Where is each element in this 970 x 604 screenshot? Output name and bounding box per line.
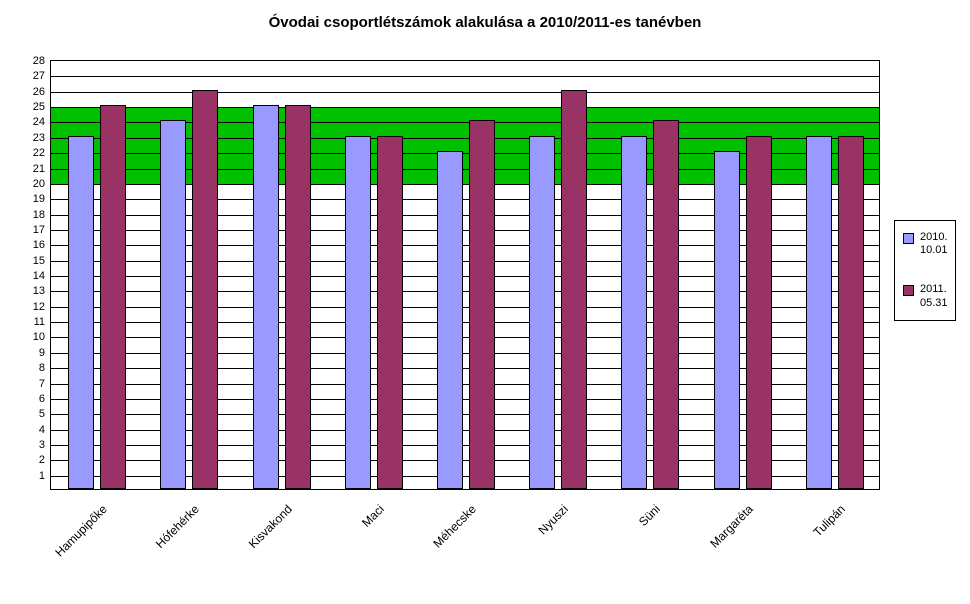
y-tick-label: 15	[33, 255, 45, 267]
y-tick-label: 11	[34, 316, 45, 328]
bar	[838, 136, 864, 489]
legend-label: 2010.10.01	[920, 231, 948, 257]
bar	[437, 151, 463, 489]
y-tick-label: 22	[33, 147, 45, 159]
y-tick-label: 1	[39, 470, 45, 482]
y-tick-label: 4	[39, 424, 45, 436]
x-tick-label: Kisvakond	[245, 502, 294, 551]
legend-swatch	[903, 285, 914, 296]
y-tick-label: 13	[33, 285, 45, 297]
y-tick-label: 27	[33, 70, 45, 82]
legend-label: 2011.05.31	[920, 283, 948, 309]
y-tick-label: 20	[33, 178, 45, 190]
bar	[285, 105, 311, 489]
bar	[714, 151, 740, 489]
bar	[529, 136, 555, 489]
bar	[192, 90, 218, 489]
bar	[345, 136, 371, 489]
y-tick-label: 7	[39, 378, 45, 390]
y-tick-label: 14	[33, 270, 45, 282]
bar	[253, 105, 279, 489]
y-tick-label: 16	[33, 239, 45, 251]
chart-title: Óvodai csoportlétszámok alakulása a 2010…	[0, 14, 970, 31]
y-tick-label: 24	[33, 116, 45, 128]
y-tick-label: 23	[33, 132, 45, 144]
y-tick-label: 2	[39, 454, 45, 466]
x-tick-label: Nyuszi	[536, 502, 571, 537]
bar	[377, 136, 403, 489]
legend-item: 2010.10.01	[903, 231, 947, 257]
bar	[806, 136, 832, 489]
bar	[469, 120, 495, 489]
x-tick-label: Tulipán	[810, 502, 847, 539]
y-tick-label: 3	[39, 439, 45, 451]
bars-layer	[51, 61, 879, 489]
plot-area: 1234567891011121314151617181920212223242…	[50, 60, 880, 490]
y-tick-label: 21	[33, 163, 45, 175]
y-tick-label: 18	[33, 209, 45, 221]
x-tick-label: Hamupipőke	[52, 502, 110, 560]
x-tick-label: Süni	[636, 502, 663, 529]
y-tick-label: 10	[33, 331, 45, 343]
legend-swatch	[903, 233, 914, 244]
x-tick-label: Hófehérke	[153, 502, 202, 551]
bar	[68, 136, 94, 489]
y-tick-label: 26	[33, 86, 45, 98]
y-tick-label: 8	[39, 362, 45, 374]
legend-item: 2011.05.31	[903, 283, 947, 309]
bar	[746, 136, 772, 489]
y-tick-label: 17	[33, 224, 45, 236]
y-tick-label: 9	[39, 347, 45, 359]
y-tick-label: 25	[33, 101, 45, 113]
x-tick-label: Méhecske	[430, 502, 479, 551]
y-tick-label: 19	[33, 193, 45, 205]
y-tick-label: 5	[39, 408, 45, 420]
y-tick-label: 6	[39, 393, 45, 405]
y-tick-label: 28	[33, 55, 45, 67]
bar	[561, 90, 587, 489]
x-tick-label: Maci	[359, 502, 387, 530]
bar	[621, 136, 647, 489]
bar	[653, 120, 679, 489]
legend: 2010.10.01 2011.05.31	[894, 220, 956, 321]
y-tick-label: 12	[33, 301, 45, 313]
bar	[160, 120, 186, 489]
x-tick-label: Margaréta	[707, 502, 756, 551]
chart-container: Óvodai csoportlétszámok alakulása a 2010…	[0, 0, 970, 604]
bar	[100, 105, 126, 489]
